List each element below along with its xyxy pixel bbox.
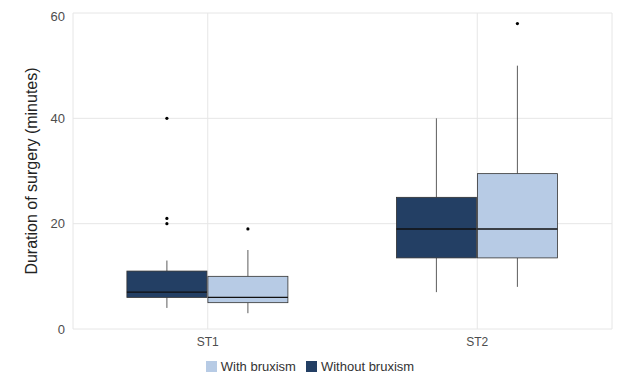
html-text:Without bruxism: Without bruxism <box>321 359 415 374</box>
svg-text:60: 60 <box>51 9 65 24</box>
svg-text:0: 0 <box>58 322 65 337</box>
svg-text:ST1: ST1 <box>197 335 219 349</box>
html-text:With bruxism: With bruxism <box>220 359 296 374</box>
svg-text:40: 40 <box>51 111 65 126</box>
svg-text:Duration of surgery (minutes): Duration of surgery (minutes) <box>23 67 40 274</box>
svg-text:ST2: ST2 <box>466 335 488 349</box>
svg-text:20: 20 <box>51 216 65 231</box>
